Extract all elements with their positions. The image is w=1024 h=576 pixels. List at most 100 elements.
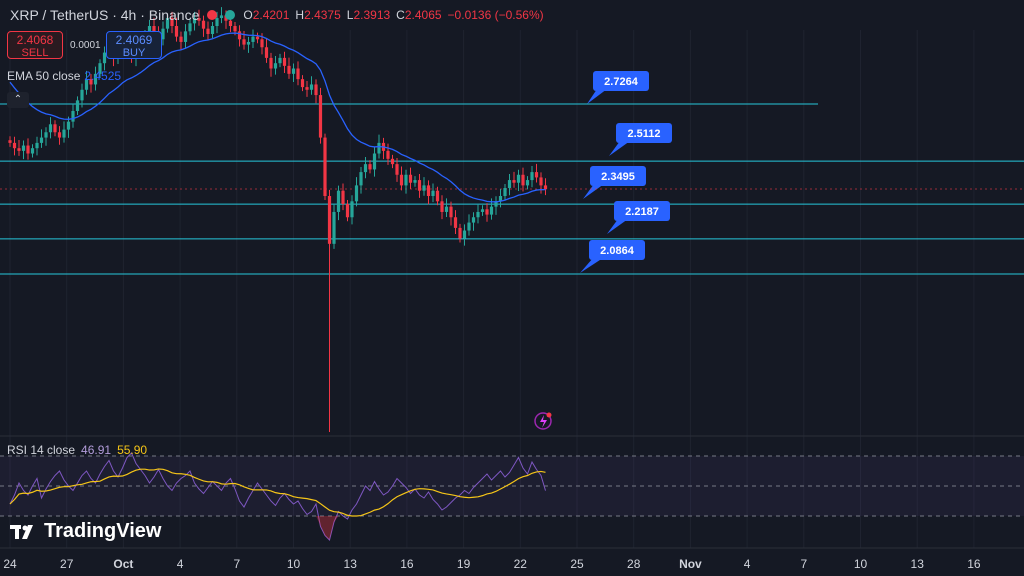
candle-body xyxy=(476,211,480,218)
x-axis-tick-label: 25 xyxy=(570,557,584,571)
ohlc-item: −0.0136 (−0.56%) xyxy=(448,8,544,22)
candle-body xyxy=(377,142,381,154)
rsi-line xyxy=(9,452,546,541)
candle-body xyxy=(458,227,462,239)
candle-body xyxy=(26,145,30,154)
candle-body xyxy=(161,28,165,40)
level-label-pointer xyxy=(607,219,628,234)
candle-body xyxy=(273,63,278,69)
candle-body xyxy=(287,65,291,74)
buy-label: BUY xyxy=(122,47,146,59)
candle-body xyxy=(449,206,453,218)
event-badge-dot xyxy=(546,412,552,418)
candle-body xyxy=(494,201,498,207)
brand-name: TradingView xyxy=(44,520,162,542)
candle-body xyxy=(480,209,485,212)
candle-body xyxy=(35,142,39,149)
event-icon xyxy=(534,412,552,430)
ohlc-key: O xyxy=(243,8,253,22)
x-axis-tick-label: 10 xyxy=(854,557,868,571)
candle-body xyxy=(309,84,314,90)
level-label-box xyxy=(590,166,646,186)
level-label-pointer xyxy=(609,141,630,156)
sell-button[interactable]: 2.4068 SELL xyxy=(7,31,63,59)
tradingview-logo[interactable]: TradingView xyxy=(10,520,161,543)
candle-body xyxy=(341,190,345,204)
ohlc-key: C xyxy=(396,8,405,22)
candle-body xyxy=(75,100,80,112)
x-axis-tick-label: 22 xyxy=(514,557,528,571)
candle-body xyxy=(30,148,35,154)
candle-body xyxy=(413,180,417,183)
candle-body xyxy=(71,111,75,122)
candle-body xyxy=(399,174,404,186)
candle-body xyxy=(498,196,503,202)
candle-body xyxy=(102,52,107,64)
candle-body xyxy=(291,68,296,74)
candle-body xyxy=(174,26,179,37)
candle-body xyxy=(8,140,12,143)
candle-body xyxy=(98,63,102,74)
candle-body xyxy=(534,172,539,178)
ohlc-values: O2.4201 H2.4375 L2.3913 C2.4065 −0.0136 (−0.… xyxy=(243,8,543,22)
ohlc-item: H2.4375 xyxy=(295,8,340,22)
level-label-text: 2.7264 xyxy=(604,76,639,88)
candle-body xyxy=(327,196,332,244)
x-axis-tick-label: 13 xyxy=(344,557,358,571)
candle-body xyxy=(404,174,408,186)
ohlc-value: 2.4201 xyxy=(252,8,290,22)
ohlc-value: −0.0136 (−0.56%) xyxy=(447,8,544,22)
candle-body xyxy=(165,18,170,29)
spread-value: 0.0001 xyxy=(70,40,101,51)
ema-legend[interactable]: EMA 50 close 2.4525 xyxy=(7,69,121,83)
level-label-text: 2.5112 xyxy=(627,128,660,140)
level-label-box xyxy=(616,123,672,143)
buy-button[interactable]: 2.4069 BUY xyxy=(106,31,162,59)
candle-body xyxy=(440,201,444,212)
x-axis-tick-label: Oct xyxy=(113,557,133,571)
candle-body xyxy=(206,28,210,34)
collapse-legend-icon[interactable]: ⌃ xyxy=(7,92,29,108)
candle-body xyxy=(39,137,44,143)
candle-body xyxy=(345,203,350,218)
candle-body xyxy=(188,23,192,32)
symbol-title[interactable]: XRP / TetherUS · 4h · Binance xyxy=(10,7,200,23)
ohlc-key: H xyxy=(295,8,305,22)
candle-body xyxy=(12,142,17,149)
lightning-icon xyxy=(540,415,547,428)
rsi-legend-label: RSI 14 close xyxy=(7,443,76,457)
candle-body xyxy=(507,180,512,189)
candle-body xyxy=(296,68,300,80)
candle-body xyxy=(354,185,359,202)
rsi-legend[interactable]: RSI 14 close 46.91 55.90 xyxy=(7,443,147,457)
candle-body xyxy=(521,174,525,186)
candle-body xyxy=(422,185,426,191)
candle-body xyxy=(21,145,26,151)
candle-body xyxy=(89,79,93,85)
ohlc-item: O2.4201 xyxy=(243,8,289,22)
candle-body xyxy=(467,222,471,231)
candle-body xyxy=(390,158,395,165)
level-label-pointer xyxy=(587,89,607,104)
rsi-ma-line xyxy=(9,468,546,517)
candle-body xyxy=(359,172,363,186)
market-status-icon xyxy=(207,10,218,20)
candle-body xyxy=(516,174,521,183)
candle-body xyxy=(147,26,152,34)
level-label-pointer xyxy=(583,184,604,199)
candle-body xyxy=(372,153,377,170)
candle-body xyxy=(255,36,260,40)
x-axis-tick-label: 16 xyxy=(967,557,981,571)
level-label-text: 2.3495 xyxy=(601,171,635,183)
candle-body xyxy=(197,18,201,21)
candle-body xyxy=(66,121,71,130)
x-axis-tick-label: Nov xyxy=(679,557,702,571)
candle-body xyxy=(219,15,224,19)
candle-body xyxy=(62,129,66,138)
candle-body xyxy=(323,137,327,197)
candle-body xyxy=(228,20,233,27)
x-axis-tick-label: 27 xyxy=(60,557,74,571)
ema-legend-label: EMA 50 close xyxy=(7,69,81,83)
